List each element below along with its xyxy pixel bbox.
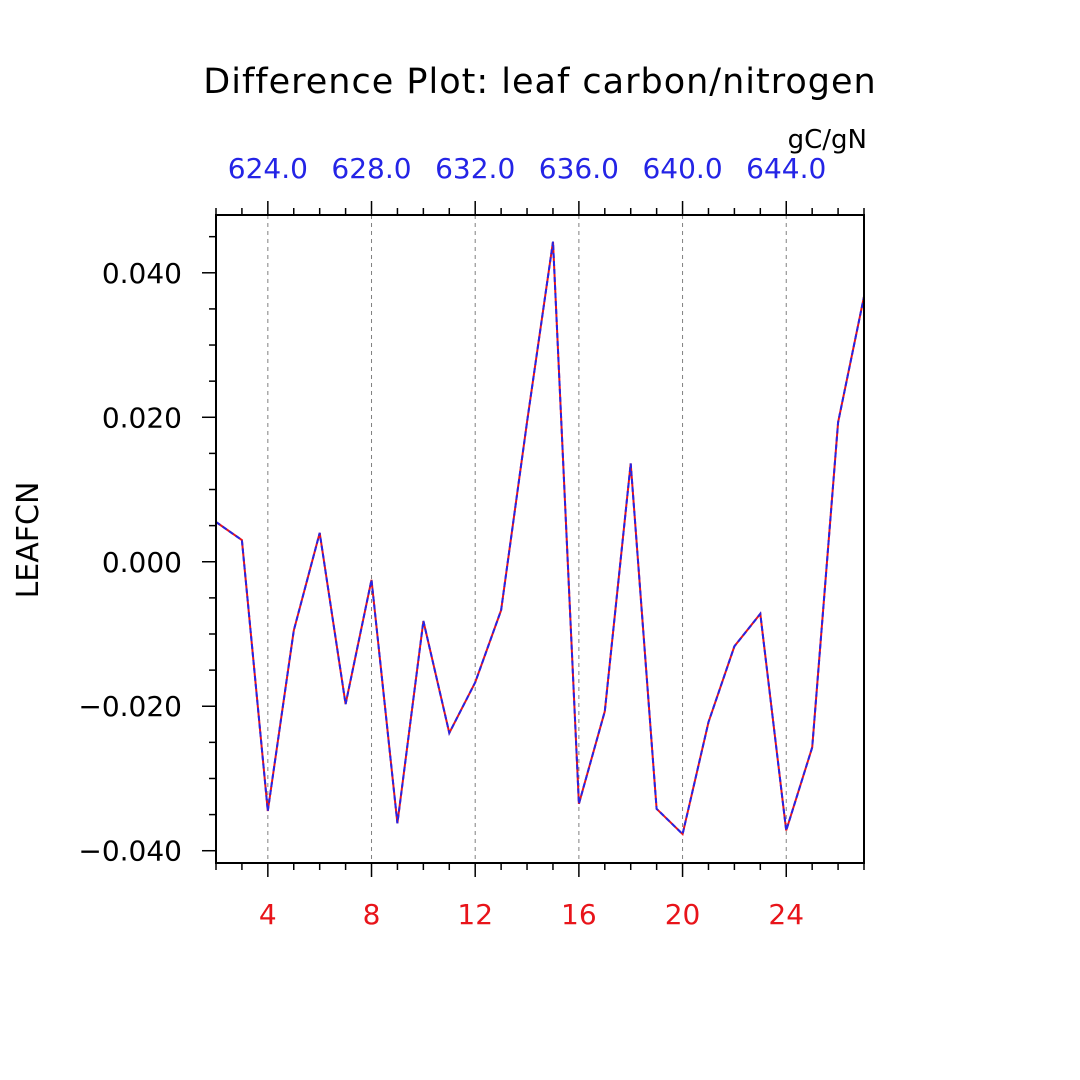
plot-frame — [215, 214, 865, 864]
x-tick-label: 24 — [768, 898, 804, 931]
y-tick-label: −0.020 — [78, 690, 182, 723]
x-tick-label: 16 — [561, 898, 597, 931]
y-tick-label: 0.040 — [102, 257, 182, 290]
top-axis-tick-label: 628.0 — [331, 152, 411, 185]
y-tick-label: 0.000 — [102, 546, 182, 579]
series-lines — [215, 241, 865, 837]
grid-lines — [267, 215, 787, 863]
y-tick-label: 0.020 — [102, 401, 182, 434]
top-axis-tick-label: 636.0 — [539, 152, 619, 185]
top-axis-tick-labels: 624.0 628.0 632.0 636.0 640.0 644.0 — [228, 152, 827, 185]
x-tick-label: 12 — [457, 898, 493, 931]
y-axis-label: LEAFCN — [11, 482, 46, 599]
x-tick-labels: 4 8 12 16 20 24 — [259, 898, 804, 931]
chart-title: Difference Plot: leaf carbon/nitrogen — [203, 62, 876, 102]
top-axis-tick-label: 644.0 — [746, 152, 826, 185]
x-tick-label: 20 — [665, 898, 701, 931]
y-tick-label: −0.040 — [78, 835, 182, 868]
top-axis-tick-label: 624.0 — [228, 152, 308, 185]
units-label: gC/gN — [788, 125, 867, 155]
top-axis-tick-label: 632.0 — [435, 152, 515, 185]
x-tick-label: 4 — [259, 898, 277, 931]
top-axis-tick-label: 640.0 — [642, 152, 722, 185]
x-tick-label: 8 — [363, 898, 381, 931]
axis-ticks — [202, 201, 865, 877]
series-line-blue — [215, 241, 865, 837]
y-tick-labels: −0.040 −0.020 0.000 0.020 0.040 — [78, 257, 182, 868]
